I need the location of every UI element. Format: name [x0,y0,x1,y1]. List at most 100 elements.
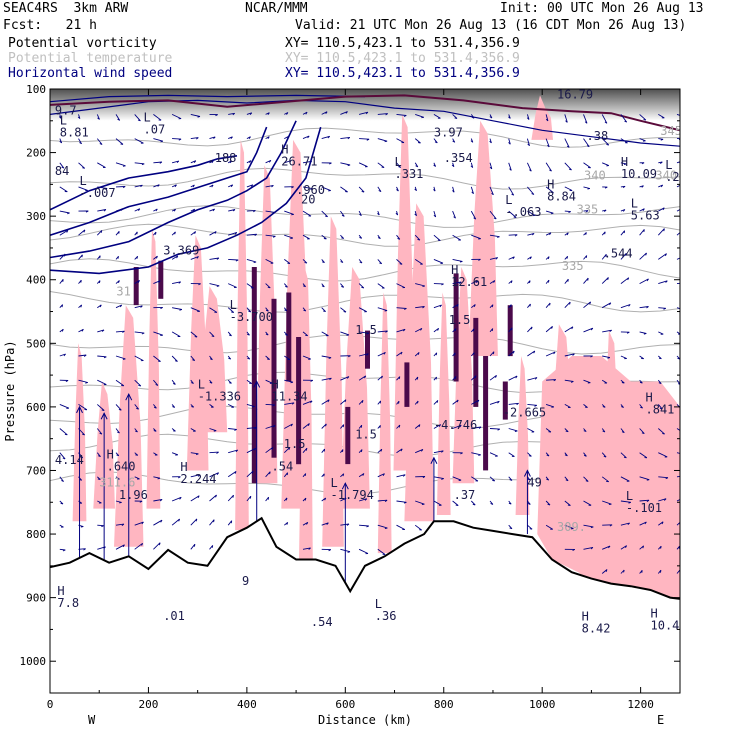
wind-vector [639,521,647,526]
wind-vector-head [470,165,474,168]
wind-vector [265,258,274,264]
wind-vector [433,114,441,119]
wind-vector-head [254,427,257,430]
wind-vector-head [285,285,288,288]
wind-vector [545,326,553,333]
wind-speed-contour [50,155,238,211]
wind-vector-head [452,140,456,143]
wind-vector [265,424,276,429]
wind-vector-head [160,307,163,310]
wind-vector-head [684,229,685,231]
wind-vector-head [641,185,644,188]
wind-vector [284,210,294,215]
wind-vector-head [159,161,163,164]
wind-vector-head [603,455,607,458]
wind-vector [583,301,591,309]
wind-vector [489,400,500,405]
wind-vector-head [341,214,345,217]
wind-vector [265,403,275,406]
wind-vector-head [303,285,306,288]
wind-vector-head [153,430,157,432]
wind-vector [489,186,494,195]
wind-vector-head [272,404,276,407]
wind-vector-head [192,184,195,188]
wind-vector [59,476,64,482]
wind-vector-head [347,551,351,553]
wind-vector [190,307,200,312]
wind-vector [452,210,456,219]
wind-vector [340,307,347,313]
wind-vector [153,498,163,502]
wind-vector [452,500,459,506]
wind-vector [358,498,367,502]
wind-vector-head [81,254,83,258]
wind-vector [527,350,536,357]
wind-vector-head [304,262,308,264]
wind-vector-head [585,210,589,213]
wind-vector-head [478,454,481,456]
wind-vector-head [564,454,568,457]
wind-vector-head [153,406,157,409]
wind-vector [228,112,235,115]
extremum-value: 8.81 [60,126,89,140]
wind-vector-head [118,280,120,284]
wind-vector-head [437,239,441,242]
wind-vector [414,524,422,531]
wind-vector [415,283,426,287]
wind-vector [377,138,388,142]
wind-vector-head [416,376,419,380]
wind-vector-head [346,376,350,379]
wind-vector-head [80,456,83,459]
wind-vector-head [347,164,351,167]
wind-vector [377,524,388,529]
wind-vector [564,162,572,171]
wind-vector [209,472,219,478]
wind-vector [452,234,462,241]
wind-vector-head [341,237,344,239]
wind-vector-head [155,232,157,235]
wind-vector-head [382,473,385,476]
wind-vector [564,301,571,309]
wind-vector-head [590,327,594,331]
wind-vector [377,473,385,478]
wind-vector [508,234,518,236]
wind-vector [134,138,144,144]
wind-vector-head [82,167,85,169]
wind-vector-head [531,193,535,195]
wind-vector [657,404,663,410]
wind-vector-head [529,280,531,284]
wind-vector-head [493,217,497,220]
wind-vector-head [198,283,201,286]
wind-vector [321,355,332,359]
wind-vector [377,330,388,333]
wind-vector-head [571,326,574,330]
west-label: W [88,713,96,727]
wind-vector-head [565,430,569,433]
wind-vector-head [156,255,158,259]
wind-vector [190,474,201,478]
extremum-value: 5.63 [631,208,660,222]
wind-vector [583,114,588,124]
pv-region-east [537,356,680,599]
wind-vector [396,162,402,168]
wind-vector [414,234,421,241]
wind-speed-contour [50,94,366,103]
wind-vector-head [509,168,512,171]
wind-vector [489,257,498,260]
vertical-wind-arrowhead [341,482,349,490]
wind-vector-head [378,190,382,193]
wind-vector [358,548,369,554]
wind-vector [470,500,476,506]
extremum-value: 8.84 [547,189,576,203]
wind-vector-head [104,187,108,190]
wind-vector [396,351,403,357]
wind-vector-head [660,138,664,141]
wind-vector-head [58,116,62,119]
wind-vector [265,379,273,384]
wind-vector-head [174,360,178,362]
wind-vector-head [215,114,218,117]
wind-vector [620,476,630,482]
wind-vector [433,210,437,218]
wind-vector-head [381,375,383,379]
y-tick-label: 900 [26,592,46,605]
